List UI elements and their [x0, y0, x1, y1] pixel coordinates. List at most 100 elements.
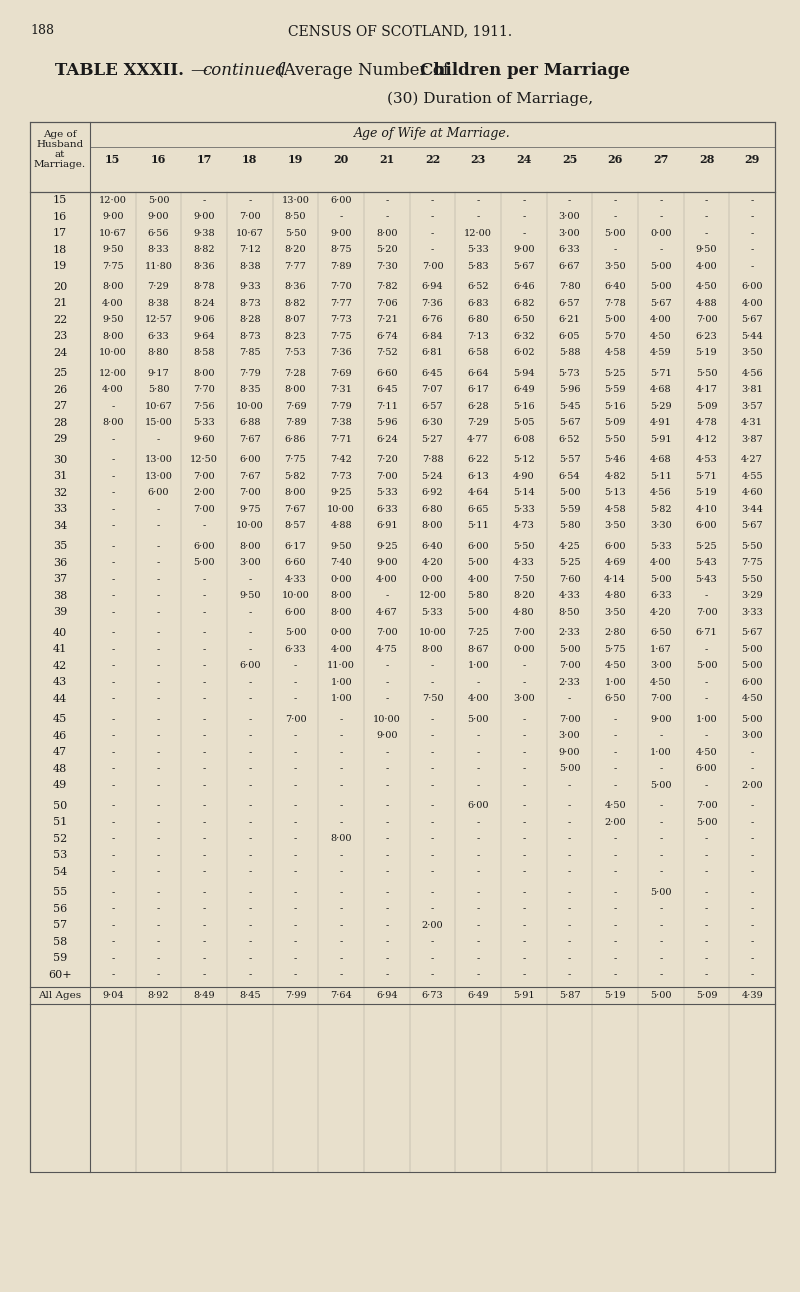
Text: 5·16: 5·16 [513, 402, 534, 411]
Text: 7·13: 7·13 [467, 332, 489, 341]
Text: 7·00: 7·00 [194, 472, 215, 481]
Text: -: - [431, 196, 434, 204]
Text: -: - [111, 818, 114, 827]
Text: -: - [386, 953, 389, 963]
Text: -: - [568, 780, 571, 789]
Text: 5·00: 5·00 [558, 488, 580, 497]
Text: 7·67: 7·67 [239, 472, 261, 481]
Text: -: - [294, 904, 297, 913]
Text: -: - [659, 904, 662, 913]
Text: -: - [339, 904, 342, 913]
Text: 51: 51 [53, 818, 67, 827]
Text: -: - [477, 748, 480, 757]
Text: 9·50: 9·50 [330, 541, 352, 550]
Text: -: - [157, 801, 160, 810]
Text: 8·36: 8·36 [285, 282, 306, 291]
Text: -: - [750, 953, 754, 963]
Text: 5·50: 5·50 [742, 575, 763, 584]
Text: 7·00: 7·00 [239, 488, 261, 497]
Text: -: - [568, 196, 571, 204]
Text: -: - [157, 953, 160, 963]
Text: at: at [55, 150, 65, 159]
Text: -: - [568, 835, 571, 844]
Text: -: - [157, 434, 160, 443]
Text: 7·40: 7·40 [330, 558, 352, 567]
Text: -: - [705, 592, 708, 601]
Text: -: - [386, 196, 389, 204]
Text: -: - [202, 592, 206, 601]
Text: -: - [339, 818, 342, 827]
Text: -: - [705, 678, 708, 687]
Text: 5·00: 5·00 [194, 558, 215, 567]
Text: 7·00: 7·00 [285, 714, 306, 724]
Text: 13·00: 13·00 [145, 455, 173, 464]
Text: 21: 21 [53, 298, 67, 309]
Text: 1·00: 1·00 [696, 714, 718, 724]
Text: 15: 15 [53, 195, 67, 205]
Text: 6·81: 6·81 [422, 349, 443, 358]
Text: 8·00: 8·00 [102, 419, 123, 428]
Text: -: - [248, 628, 251, 637]
Text: 6·49: 6·49 [513, 385, 534, 394]
Text: 12·00: 12·00 [99, 368, 126, 377]
Text: 8·00: 8·00 [376, 229, 398, 238]
Text: 5·91: 5·91 [513, 991, 534, 1000]
Text: 10·00: 10·00 [327, 505, 355, 514]
Text: 18: 18 [53, 244, 67, 255]
Text: 8·49: 8·49 [194, 991, 215, 1000]
Text: -: - [202, 196, 206, 204]
Text: -: - [431, 245, 434, 255]
Text: -: - [111, 541, 114, 550]
Text: -: - [522, 714, 526, 724]
Text: -: - [339, 780, 342, 789]
Text: -: - [202, 645, 206, 654]
Text: -: - [339, 921, 342, 930]
Text: -: - [659, 835, 662, 844]
Text: -: - [111, 575, 114, 584]
Text: 19: 19 [53, 261, 67, 271]
Text: -: - [157, 662, 160, 671]
Text: -: - [614, 888, 617, 897]
Text: -: - [157, 731, 160, 740]
Text: 5·88: 5·88 [558, 349, 580, 358]
Text: 7·38: 7·38 [330, 419, 352, 428]
Text: 5·50: 5·50 [513, 541, 534, 550]
Text: 5·96: 5·96 [558, 385, 580, 394]
Text: 6·50: 6·50 [650, 628, 671, 637]
Text: 10·00: 10·00 [418, 628, 446, 637]
Text: -: - [659, 937, 662, 946]
Text: -: - [386, 850, 389, 859]
Text: 6·94: 6·94 [422, 282, 443, 291]
Text: 26: 26 [607, 154, 623, 165]
Text: 8·50: 8·50 [558, 607, 580, 616]
Text: 5·45: 5·45 [558, 402, 580, 411]
Text: -: - [659, 867, 662, 876]
Text: 7·69: 7·69 [330, 368, 352, 377]
Text: 7·75: 7·75 [102, 262, 124, 271]
Text: -: - [614, 937, 617, 946]
Text: -: - [202, 521, 206, 530]
Text: 50: 50 [53, 801, 67, 811]
Text: 7·60: 7·60 [558, 575, 580, 584]
Text: -: - [522, 953, 526, 963]
Text: -: - [157, 748, 160, 757]
Text: 2·00: 2·00 [604, 818, 626, 827]
Text: -: - [386, 921, 389, 930]
Text: 5·96: 5·96 [376, 419, 398, 428]
Text: 9·00: 9·00 [194, 212, 215, 221]
Text: -: - [750, 765, 754, 773]
Text: -: - [202, 970, 206, 979]
Text: -: - [659, 765, 662, 773]
Text: -: - [339, 888, 342, 897]
Text: 1·00: 1·00 [330, 694, 352, 703]
Text: -: - [111, 662, 114, 671]
Text: -: - [202, 850, 206, 859]
Text: 4·17: 4·17 [695, 385, 718, 394]
Text: 5·33: 5·33 [422, 607, 443, 616]
Text: -: - [111, 628, 114, 637]
Text: 7·77: 7·77 [330, 298, 352, 307]
Text: -: - [477, 921, 480, 930]
Text: 9·33: 9·33 [239, 282, 261, 291]
Text: 33: 33 [53, 504, 67, 514]
Text: 9·00: 9·00 [330, 229, 352, 238]
